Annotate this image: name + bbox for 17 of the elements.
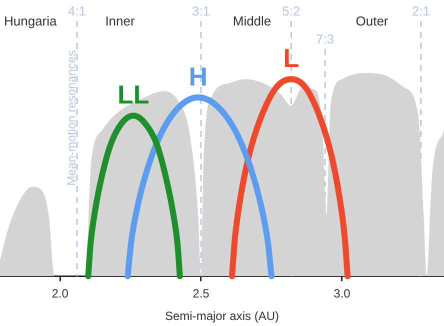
text: 7:3 xyxy=(316,32,334,47)
text: Inner xyxy=(105,14,136,29)
text: 5:2 xyxy=(282,4,300,19)
x-axis-title: Semi-major axis (AU) xyxy=(164,309,280,324)
x-tick-label: 3.0 xyxy=(334,286,351,301)
text: Middle xyxy=(232,14,272,29)
series-label: LL xyxy=(117,80,150,110)
annotation: Mean-motion resonances xyxy=(64,50,78,186)
text: 4:1 xyxy=(68,4,86,19)
text: Hungaria xyxy=(4,14,58,29)
series-label: H xyxy=(188,61,208,92)
text: 2:1 xyxy=(412,4,430,19)
x-tick-label: 2.5 xyxy=(192,286,210,301)
x-tick-label: 2.0 xyxy=(52,286,69,301)
series-label: L xyxy=(283,43,300,74)
text: Outer xyxy=(356,14,389,29)
text: 3:1 xyxy=(192,4,210,19)
